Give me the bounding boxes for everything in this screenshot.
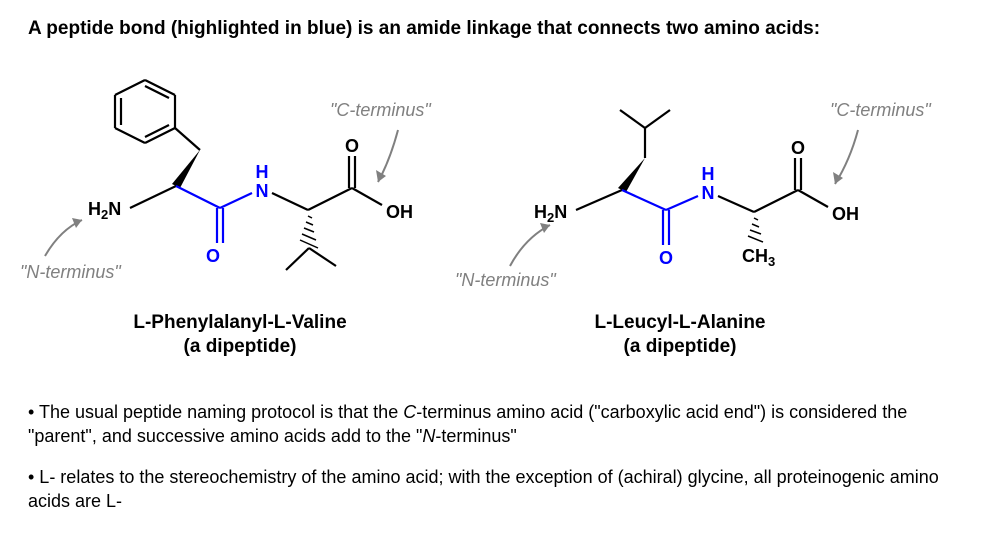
diagram-area: H2N O H N O OH [0,70,988,380]
sub-left: (a dipeptide) [110,336,370,358]
name-right: L-Leucyl-L-Alanine [550,312,810,334]
sub-right: (a dipeptide) [550,336,810,358]
n-terminus-label-left: "N-terminus" [20,262,121,283]
n-terminus-label-right: "N-terminus" [455,270,556,291]
page-title: A peptide bond (highlighted in blue) is … [28,18,960,40]
bullet-1: • The usual peptide naming protocol is t… [28,400,960,449]
bullets: • The usual peptide naming protocol is t… [28,400,960,529]
bullet-2: • L- relates to the stereochemistry of t… [28,465,960,514]
c-terminus-label-right: "C-terminus" [830,100,931,121]
c-terminus-label-left: "C-terminus" [330,100,431,121]
name-left: L-Phenylalanyl-L-Valine [110,312,370,334]
